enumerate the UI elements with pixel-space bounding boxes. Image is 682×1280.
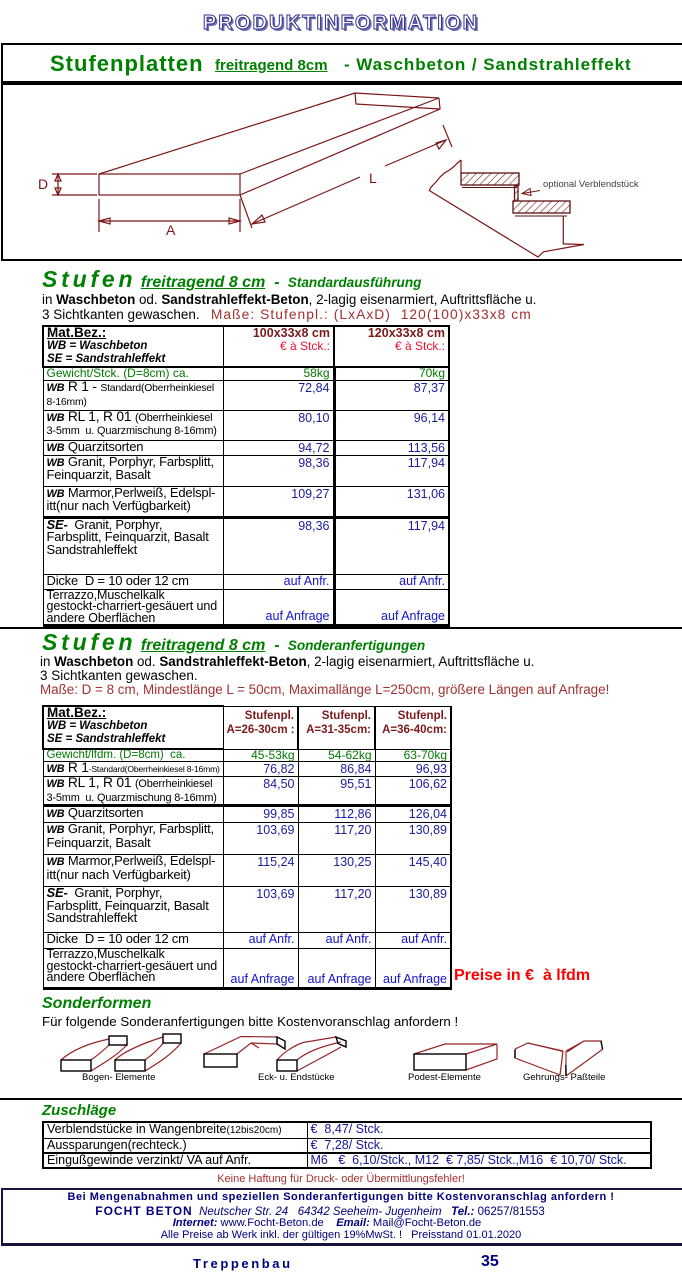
svg-text:D: D bbox=[38, 176, 48, 192]
svg-text:L: L bbox=[369, 170, 377, 186]
svg-text:optional Verblendstück: optional Verblendstück bbox=[543, 179, 639, 190]
svg-text:A: A bbox=[166, 222, 176, 238]
